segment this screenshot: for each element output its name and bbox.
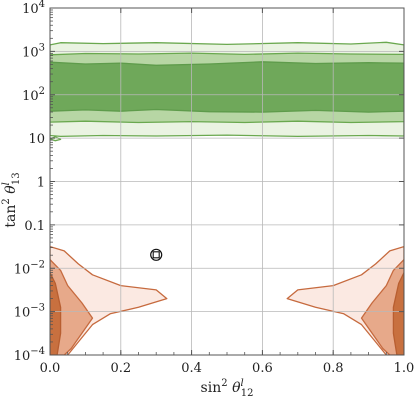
axis-ticks: 0.0 0.2 0.4 0.6 0.8 1.01041031021010.110−210−… bbox=[14, 0, 415, 376]
best-fit-marker-group bbox=[150, 248, 163, 261]
x-tick-label: 0.6 bbox=[252, 361, 273, 376]
y-tick-label: 102 bbox=[22, 86, 45, 104]
y-tick-label: 103 bbox=[22, 42, 45, 60]
y-tick-label: 10−3 bbox=[14, 303, 45, 321]
best-fit-marker-circle bbox=[150, 248, 163, 261]
green-contour-level-3-region-1 bbox=[50, 61, 404, 113]
y-tick-label: 10 bbox=[28, 132, 45, 147]
y-tick-label: 10−4 bbox=[14, 346, 45, 364]
y-tick-label: 104 bbox=[22, 0, 45, 17]
y-tick-label: 0.1 bbox=[24, 219, 45, 234]
y-axis-label: tan2 θl13 bbox=[1, 172, 22, 227]
x-tick-label: 0.4 bbox=[181, 361, 202, 376]
x-tick-label: 0.8 bbox=[323, 361, 344, 376]
x-tick-label: 0.0 bbox=[40, 361, 61, 376]
grid-lines bbox=[50, 8, 404, 355]
y-tick-label: 10−2 bbox=[14, 259, 45, 277]
y-tick-label: 1 bbox=[37, 176, 45, 191]
best-fit-marker-square bbox=[152, 251, 160, 259]
orange-contour-level-3-region-2 bbox=[392, 271, 404, 355]
x-tick-label: 1.0 bbox=[394, 361, 415, 376]
x-axis-label: sin2 θl 12 bbox=[201, 378, 254, 399]
x-tick-label: 0.2 bbox=[110, 361, 131, 376]
contour-regions bbox=[50, 41, 404, 355]
